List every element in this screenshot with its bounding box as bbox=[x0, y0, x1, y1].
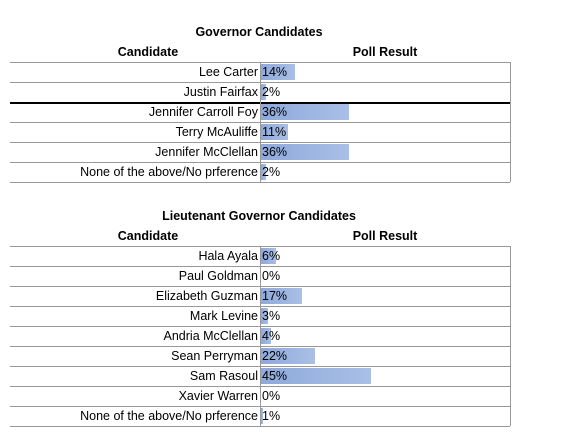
data-bar bbox=[261, 288, 303, 304]
candidate-name: Hala Ayala bbox=[198, 249, 258, 263]
poll-result: 22% bbox=[262, 349, 288, 363]
cell-border bbox=[510, 366, 511, 386]
cell-border bbox=[510, 386, 511, 406]
candidate-name: Sean Perryman bbox=[171, 349, 258, 363]
cell-border bbox=[510, 82, 511, 102]
candidate-name: Andria McClellan bbox=[163, 329, 258, 343]
candidate-name: Sam Rasoul bbox=[189, 369, 258, 383]
poll-result: 2% bbox=[262, 85, 281, 99]
candidate-name: Lee Carter bbox=[198, 65, 258, 79]
poll-result: 3% bbox=[262, 309, 281, 323]
data-bar bbox=[261, 124, 288, 140]
cell-border bbox=[510, 246, 511, 266]
cell-border bbox=[510, 62, 511, 82]
poll-result: 36% bbox=[262, 145, 288, 159]
candidate-name: Terry McAuliffe bbox=[175, 125, 258, 139]
column-header: Poll Result bbox=[352, 45, 418, 59]
data-bar bbox=[261, 144, 349, 160]
poll-result: 0% bbox=[262, 269, 281, 283]
data-bar bbox=[261, 164, 266, 180]
candidate-name: Mark Levine bbox=[189, 309, 258, 323]
cell-border bbox=[260, 266, 261, 286]
cell-border bbox=[260, 366, 261, 386]
cell-border bbox=[510, 326, 511, 346]
data-bar bbox=[261, 64, 296, 80]
cell-border bbox=[260, 122, 261, 142]
poll-result: 6% bbox=[262, 249, 281, 263]
cell-border bbox=[260, 62, 261, 82]
row-border bbox=[10, 182, 510, 183]
candidate-name: Elizabeth Guzman bbox=[155, 289, 258, 303]
column-header: Candidate bbox=[117, 45, 179, 59]
cell-border bbox=[260, 286, 261, 306]
cell-border bbox=[510, 286, 511, 306]
cell-border bbox=[260, 306, 261, 326]
cell-border bbox=[260, 326, 261, 346]
cell-border bbox=[260, 102, 261, 122]
cell-border bbox=[260, 82, 261, 102]
poll-result: 2% bbox=[262, 165, 281, 179]
data-bar bbox=[261, 308, 269, 324]
cell-border bbox=[260, 386, 261, 406]
column-header: Candidate bbox=[117, 229, 179, 243]
candidate-name: Paul Goldman bbox=[178, 269, 258, 283]
poll-result: 1% bbox=[262, 409, 281, 423]
cell-border bbox=[510, 266, 511, 286]
cell-border bbox=[510, 306, 511, 326]
data-bar bbox=[261, 408, 264, 424]
cell-border bbox=[510, 102, 511, 122]
data-bar bbox=[261, 84, 266, 100]
data-bar bbox=[261, 248, 276, 264]
row-border bbox=[10, 426, 510, 427]
candidate-name: None of the above/No prference bbox=[80, 165, 258, 179]
data-bar bbox=[261, 328, 271, 344]
cell-border bbox=[260, 142, 261, 162]
cell-border bbox=[260, 162, 261, 182]
column-header: Poll Result bbox=[352, 229, 418, 243]
cell-border bbox=[510, 142, 511, 162]
data-bar bbox=[261, 368, 371, 384]
cell-border bbox=[260, 406, 261, 426]
poll-result: 45% bbox=[262, 369, 288, 383]
candidate-name: Justin Fairfax bbox=[183, 85, 258, 99]
candidate-name: Jennifer Carroll Foy bbox=[148, 105, 258, 119]
poll-result: 11% bbox=[262, 125, 287, 139]
candidate-name: Jennifer McClellan bbox=[155, 145, 258, 159]
poll-result: 4% bbox=[262, 329, 281, 343]
poll-result: 0% bbox=[262, 389, 281, 403]
cell-border bbox=[260, 346, 261, 366]
poll-result: 14% bbox=[262, 65, 288, 79]
candidate-name: None of the above/No prference bbox=[80, 409, 258, 423]
cell-border bbox=[510, 346, 511, 366]
table-title: Lieutenant Governor Candidates bbox=[162, 209, 356, 223]
cell-border bbox=[510, 122, 511, 142]
cell-border bbox=[260, 246, 261, 266]
data-bar bbox=[261, 348, 315, 364]
poll-result: 36% bbox=[262, 105, 288, 119]
data-bar bbox=[261, 104, 349, 120]
poll-result: 17% bbox=[262, 289, 288, 303]
cell-border bbox=[510, 162, 511, 182]
cell-border bbox=[510, 406, 511, 426]
candidate-name: Xavier Warren bbox=[178, 389, 258, 403]
table-title: Governor Candidates bbox=[195, 25, 323, 39]
